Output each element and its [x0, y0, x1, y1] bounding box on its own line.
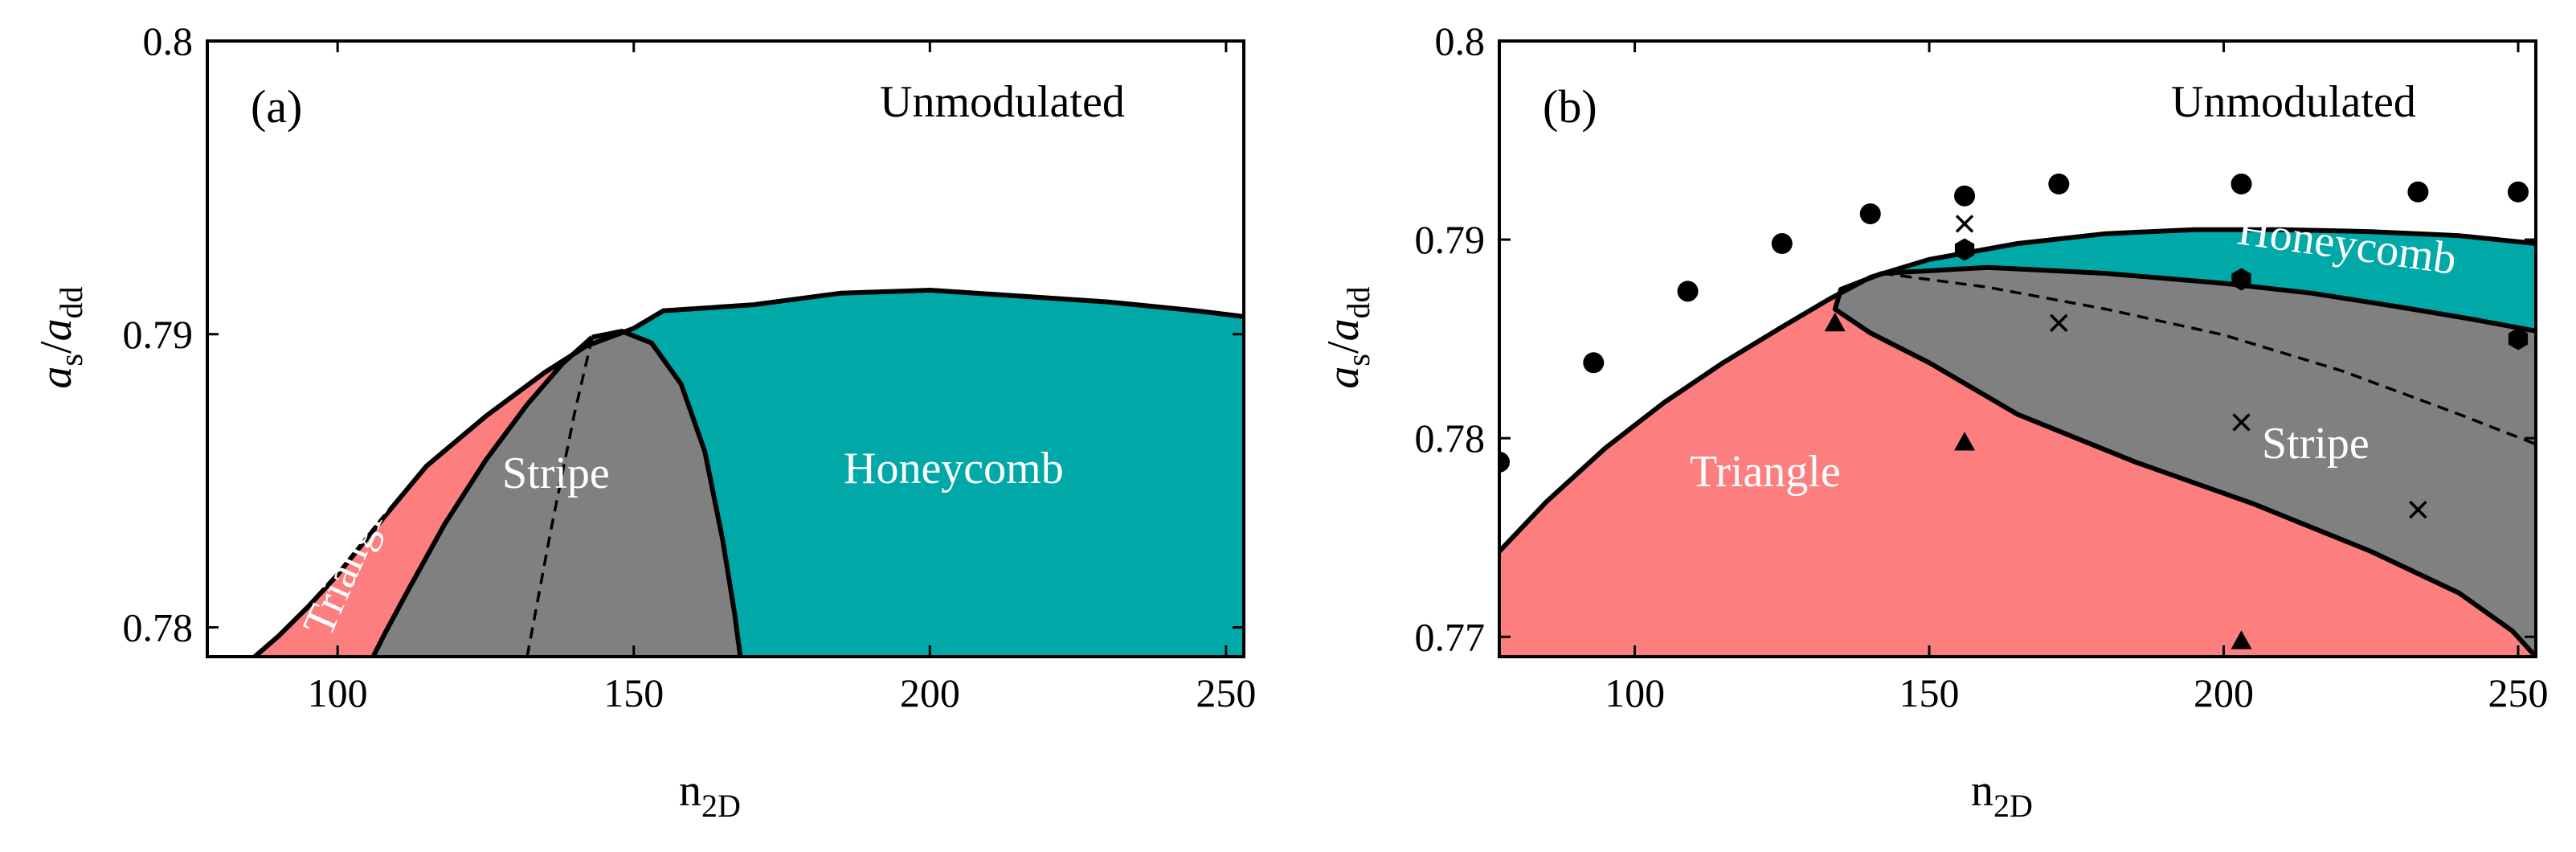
panel-b-xlabel-base: n: [1971, 766, 1993, 816]
panel-a-ytick-label: 0.8: [143, 18, 194, 63]
panel-b-ylabel-slash: /: [1319, 341, 1368, 354]
panel-a-xlabel: n2D: [679, 766, 741, 824]
panel-a-label-unmodulated: Unmodulated: [880, 77, 1125, 127]
panel-b-unmodulated-marker: [1499, 451, 1510, 473]
panel-b-ytick-label: 0.77: [1415, 614, 1486, 659]
panel-a-triangle-region: [255, 337, 593, 657]
panel-b-xlabel: n2D: [1971, 766, 2033, 824]
panel-a-boundaries: [253, 288, 1244, 657]
panel-b-label-triangle: Triangle: [1690, 447, 1841, 497]
panel-b-honeycomb-marker: [2231, 268, 2251, 291]
panel-b-dashed-line: [1882, 272, 2536, 446]
panel-b-unmodulated-marker: [1583, 352, 1605, 374]
panel-b-honeycomb-marker: [2508, 327, 2529, 350]
panel-b-axis-ticks: 100 150 200 250 0.77 0.78 0.79 0.8: [1415, 18, 2549, 715]
panel-b-triangle-stripe-boundary: [1832, 271, 2536, 657]
panel-a-upper-boundary: [253, 288, 1244, 657]
panel-b-upper-boundary: [1499, 227, 2536, 554]
panel-b-stripe-honeycomb-boundary: [1882, 264, 2536, 334]
panel-a-honeycomb-region: [592, 290, 1244, 657]
panel-a-regions: [255, 290, 1244, 657]
panel-a-ytick-label: 0.78: [123, 605, 194, 650]
panel-a-xtick-label: 150: [603, 670, 664, 715]
panel-a-axis-ticks: 100 150 200 250 0.78 0.79 0.8: [123, 18, 1257, 715]
panel-b-ylabel: as/add: [1319, 286, 1376, 388]
panel-a-ylabel-a1: a: [31, 367, 81, 389]
panel-b-triangle-marker: [2230, 630, 2252, 649]
panel-b-stripe-marker: [2409, 500, 2427, 519]
panel-a-triangle-stripe-boundary: [370, 335, 595, 657]
panel-b-ylabel-dd: dd: [1340, 286, 1376, 318]
panel-a-ylabel: as/add: [31, 286, 89, 388]
panel-b-unmodulated-marker: [1771, 233, 1793, 255]
panel-a-xtick-label: 200: [900, 670, 960, 715]
panel-b-unmodulated-marker: [1954, 185, 1976, 207]
panel-b-triangle-marker: [1824, 312, 1846, 332]
panel-b-xtick-label: 250: [2488, 670, 2549, 715]
panel-b-stripe-region: [1834, 267, 2536, 657]
panel-b-stripe-marker: [2050, 313, 2068, 333]
panel-b-xlabel-sub: 2D: [1993, 788, 2033, 824]
panel-b-xtick-label: 100: [1605, 670, 1665, 715]
panel-b-unmodulated-marker: [1677, 281, 1699, 302]
panel-a-label-stripe: Stripe: [502, 449, 610, 498]
panel-b-ytick-label: 0.8: [1435, 18, 1486, 63]
panel-b-stripe-marker: [2232, 413, 2251, 432]
panel-b-unmodulated-marker: [2230, 173, 2252, 195]
panel-b-ylabel-a2: a: [1319, 318, 1368, 341]
panel-a-label-honeycomb: Honeycomb: [844, 444, 1064, 494]
panel-a-xlabel-base: n: [679, 766, 701, 816]
panel-b-ylabel-a1: a: [1319, 367, 1368, 389]
panel-a-stripe-honeycomb-boundary: [591, 329, 743, 657]
panel-b-frame: [1498, 39, 2537, 658]
panel-b-label-stripe: Stripe: [2262, 419, 2370, 469]
panel-b-unmodulated-marker: [2508, 181, 2529, 203]
panel-b-ylabel-s: s: [1340, 354, 1376, 367]
panel-a-ylabel-a2: a: [31, 318, 81, 341]
panel-b-boundaries: [1499, 227, 2536, 657]
panel-a-ylabel-dd: dd: [53, 286, 89, 318]
panel-a-ylabel-s: s: [53, 354, 89, 367]
panel-a-xtick-label: 250: [1196, 670, 1256, 715]
panel-b-label: (b): [1543, 80, 1597, 133]
panel-b-ytick-label: 0.78: [1415, 416, 1486, 461]
panel-b-unmodulated-marker: [2407, 181, 2429, 203]
panel-b-triangle-marker: [1954, 432, 1976, 451]
panel-b-unmodulated-marker: [1859, 203, 1881, 224]
panel-b-honeycomb-marker: [1954, 238, 1975, 261]
panel-a-xlabel-sub: 2D: [701, 788, 741, 824]
panel-a-ytick-label: 0.79: [123, 312, 194, 357]
panel-b-stripe-marker: [1955, 215, 1974, 233]
panel-b-xtick-label: 150: [1899, 670, 1960, 715]
panel-a-stripe-region: [373, 331, 741, 657]
panel-b-unmodulated-marker: [2048, 173, 2070, 195]
panel-b-xtick-label: 200: [2194, 670, 2254, 715]
panel-b-markers: [1499, 173, 2529, 649]
panel-a-ylabel-slash: /: [31, 341, 81, 354]
panel-b-triangle-region: [1499, 273, 2536, 657]
panel-b: 100 150 200 250 0.77 0.78 0.79 0.8 (b) Unmodula…: [1319, 18, 2549, 824]
panel-a-dashed-line: [525, 337, 594, 657]
panel-a-frame: [206, 39, 1245, 658]
panel-a-xtick-label: 100: [308, 670, 368, 715]
panel-b-label-unmodulated: Unmodulated: [2171, 77, 2416, 127]
panel-b-ytick-label: 0.79: [1415, 217, 1486, 262]
panel-a-label: (a): [251, 80, 302, 133]
panel-b-regions: [1499, 229, 2536, 657]
